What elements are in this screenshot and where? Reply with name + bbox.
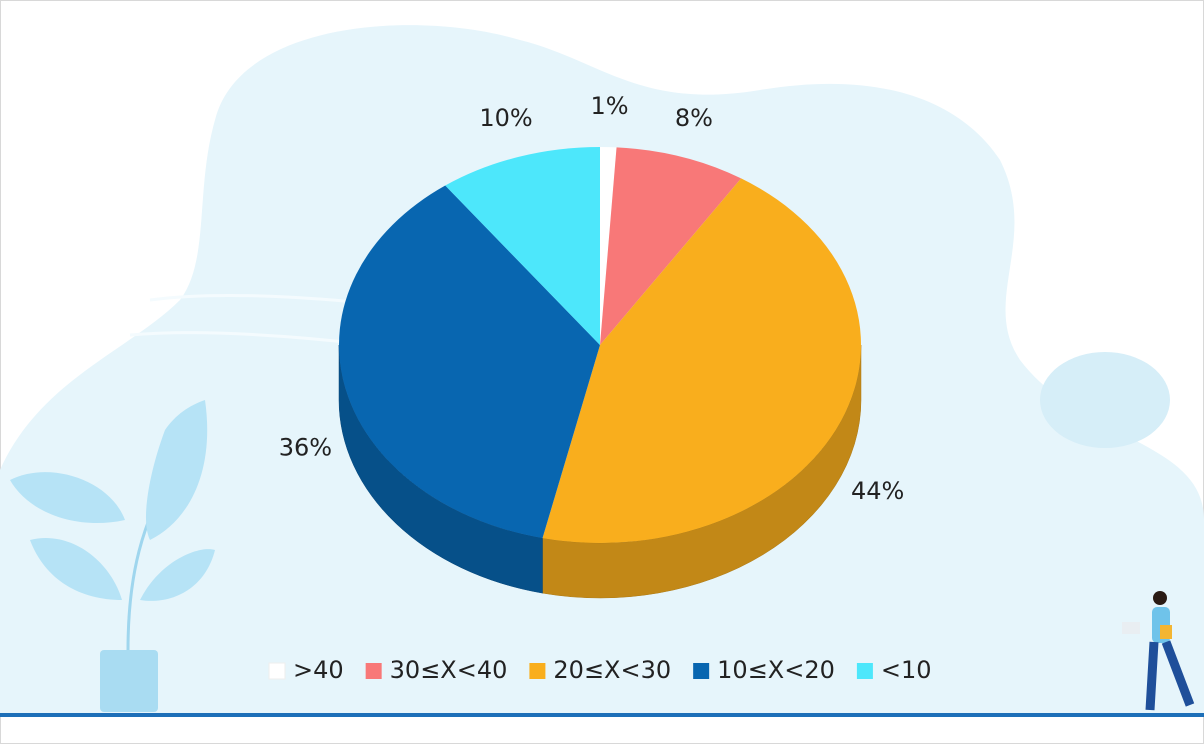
legend-swatch	[856, 663, 873, 679]
legend-swatch	[365, 663, 382, 679]
legend-label: 10≤X<20	[717, 656, 835, 684]
legend-swatch	[693, 663, 710, 679]
data-label: 44%	[851, 477, 904, 505]
pie-top	[339, 147, 861, 543]
legend-label: 20≤X<30	[553, 656, 671, 684]
legend-swatch	[529, 663, 546, 679]
data-label: 36%	[279, 434, 332, 462]
slice	[445, 147, 600, 345]
baseline	[0, 713, 1204, 717]
slice	[542, 178, 861, 543]
legend-label: 30≤X<40	[390, 656, 508, 684]
data-label: 10%	[479, 104, 532, 132]
plant	[10, 400, 215, 712]
slice	[600, 147, 742, 345]
slice	[600, 147, 617, 345]
person	[1122, 591, 1195, 711]
slice	[339, 185, 600, 539]
data-label: 1%	[591, 92, 629, 120]
legend-swatch	[268, 662, 286, 680]
legend: >40 30≤X<40 20≤X<30 10≤X<20 <10	[268, 656, 932, 684]
data-label: 8%	[675, 104, 713, 132]
legend-label: <10	[881, 656, 932, 684]
legend-label: >40	[293, 656, 344, 684]
